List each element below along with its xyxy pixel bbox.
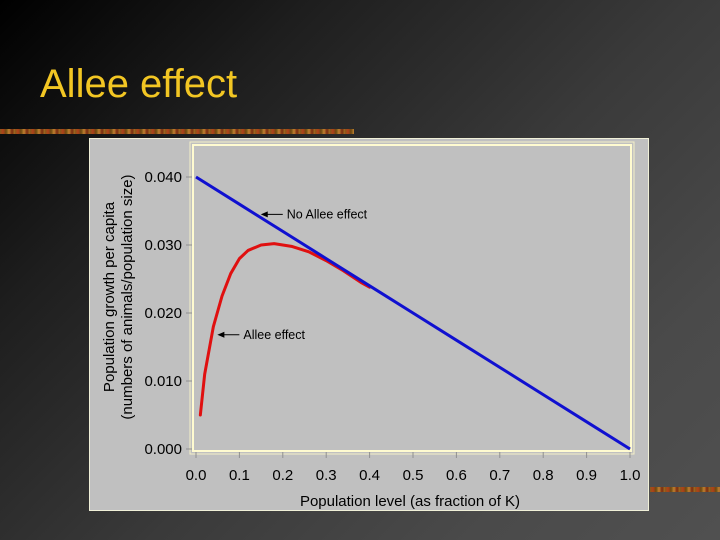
- x-tick-label: 0.9: [576, 467, 597, 484]
- plot-outer-border: [189, 141, 635, 455]
- decorative-divider-right: [650, 487, 720, 492]
- x-tick-label: 0.4: [359, 467, 380, 484]
- x-tick-label: 0.8: [533, 467, 554, 484]
- slide-title: Allee effect: [40, 62, 238, 106]
- decorative-divider: [0, 129, 354, 134]
- x-tick-label: 0.5: [403, 467, 424, 484]
- x-tick-label: 0.7: [489, 467, 510, 484]
- annotation-label: No Allee effect: [287, 207, 368, 221]
- x-tick-labels: 0.0 0.1 0.2 0.3 0.4 0.5 0.6 0.7 0.8 0.9 1.0: [186, 467, 641, 484]
- y-tick-label: 0.010: [144, 373, 182, 390]
- x-tick-label: 0.0: [186, 467, 207, 484]
- plot-area: [192, 144, 632, 452]
- x-tick-label: 0.1: [229, 467, 250, 484]
- annotation-label: Allee effect: [243, 328, 305, 342]
- y-tick-label: 0.030: [144, 237, 182, 254]
- x-tick-label: 1.0: [620, 467, 641, 484]
- axis-ticks: [186, 176, 631, 458]
- x-tick-label: 0.3: [316, 467, 337, 484]
- y-tick-label: 0.000: [144, 441, 182, 458]
- x-tick-label: 0.2: [272, 467, 293, 484]
- no-allee-line: [195, 175, 631, 451]
- x-axis-title: Population level (as fraction of K): [300, 493, 520, 510]
- annotations: No Allee effect Allee effect: [217, 207, 368, 342]
- y-tick-label: 0.040: [144, 169, 182, 186]
- y-axis-title-line2: (numbers of animals/population size): [119, 174, 136, 419]
- x-tick-label: 0.6: [446, 467, 467, 484]
- y-tick-label: 0.020: [144, 305, 182, 322]
- y-tick-labels: 0.000 0.010 0.020 0.030 0.040: [144, 169, 182, 458]
- y-axis-title: Population growth per capita: [101, 201, 118, 392]
